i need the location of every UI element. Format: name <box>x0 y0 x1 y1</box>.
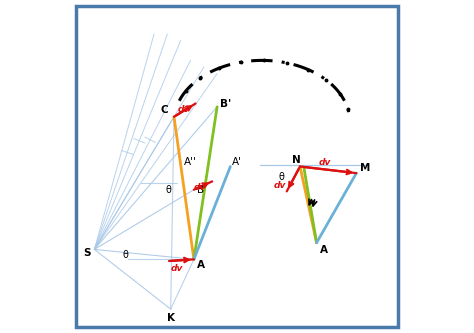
Text: θ: θ <box>278 172 284 182</box>
Text: θ: θ <box>166 185 172 195</box>
Text: θ: θ <box>123 250 128 260</box>
Text: dv: dv <box>318 158 331 167</box>
Text: N: N <box>292 155 301 165</box>
Text: A'': A'' <box>184 157 197 167</box>
Text: dv: dv <box>177 105 190 114</box>
Text: A: A <box>197 260 205 270</box>
Text: dv: dv <box>273 181 286 190</box>
Text: dv: dv <box>194 183 206 192</box>
Text: M: M <box>360 164 370 173</box>
Text: dv: dv <box>171 264 183 273</box>
Text: S: S <box>83 248 91 258</box>
Text: A': A' <box>232 157 242 167</box>
Text: B: B <box>197 185 204 195</box>
Text: A: A <box>320 245 328 255</box>
Text: C: C <box>161 106 168 116</box>
Text: K: K <box>167 313 175 323</box>
Text: B': B' <box>220 99 232 109</box>
